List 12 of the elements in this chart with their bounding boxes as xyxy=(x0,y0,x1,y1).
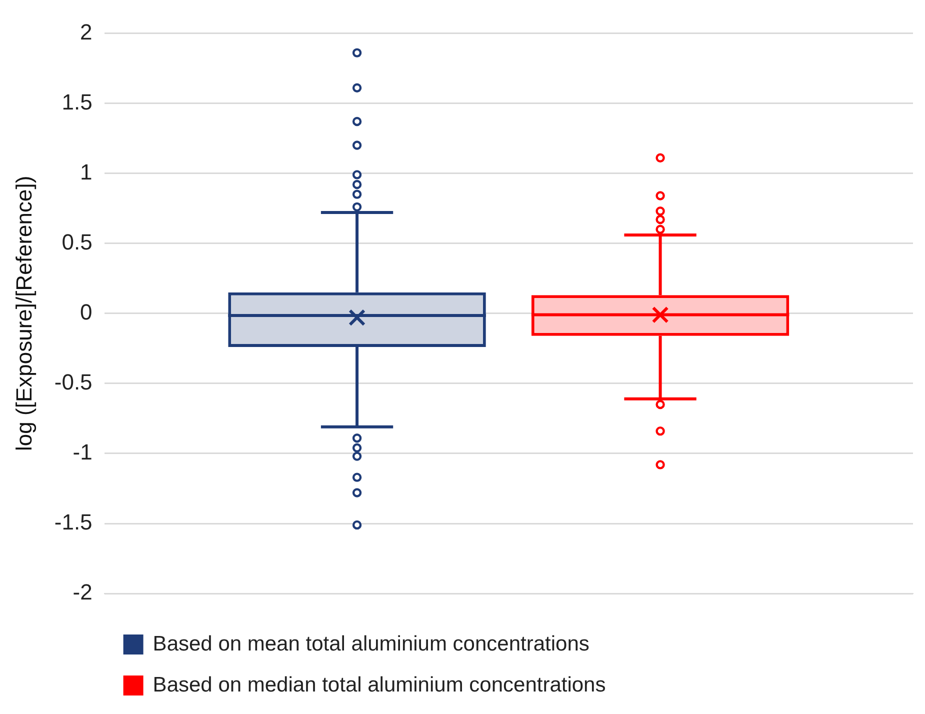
y-tick-label: -1 xyxy=(72,440,92,465)
y-axis-title: log ([Exposure]/[Reference]) xyxy=(11,176,36,451)
y-tick-label: 1 xyxy=(80,159,92,184)
y-tick-label: 0 xyxy=(80,299,92,324)
y-tick-label: -0.5 xyxy=(54,370,92,395)
y-tick-label: 0.5 xyxy=(62,229,92,254)
y-tick-label: -1.5 xyxy=(54,510,92,535)
y-tick-label: -2 xyxy=(72,580,92,605)
legend-label: Based on median total aluminium concentrations xyxy=(152,673,606,696)
y-tick-label: 1.5 xyxy=(62,89,92,114)
y-tick-label: 2 xyxy=(80,19,92,44)
legend-label: Based on mean total aluminium concentrations xyxy=(152,632,590,656)
